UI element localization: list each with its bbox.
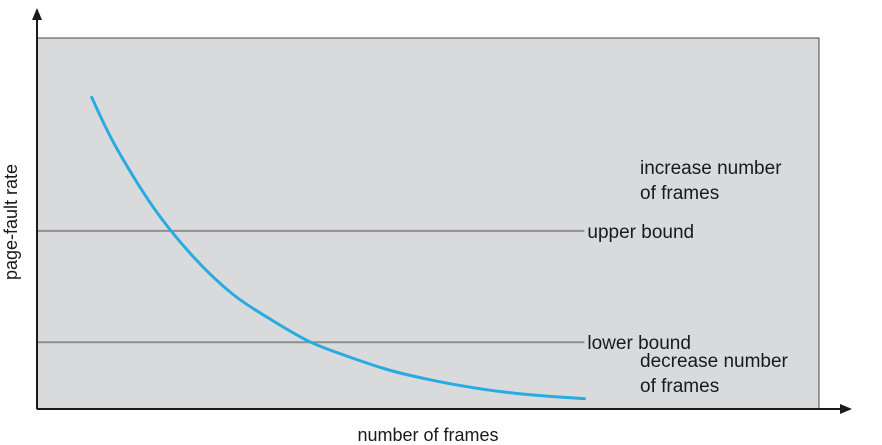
annotation-increase-line-1: increase number: [640, 158, 782, 179]
annotation-increase-line-2: of frames: [640, 183, 719, 204]
annotation-increase-frames: increase number of frames: [640, 158, 787, 204]
upper-bound-label: upper bound: [587, 222, 694, 243]
page-fault-curve: [90, 95, 586, 401]
annotation-decrease-line-1: decrease number: [640, 351, 789, 372]
annotation-decrease-line-2: of frames: [640, 376, 719, 397]
x-axis-arrow: [840, 404, 852, 414]
y-axis-arrow: [32, 8, 42, 20]
plot-area: [36, 37, 820, 410]
annotation-decrease-frames: decrease number of frames: [640, 351, 793, 397]
x-axis-title: number of frames: [357, 425, 498, 445]
lower-bound-label: lower bound: [587, 333, 691, 354]
y-axis-title: page-fault rate: [1, 164, 21, 280]
